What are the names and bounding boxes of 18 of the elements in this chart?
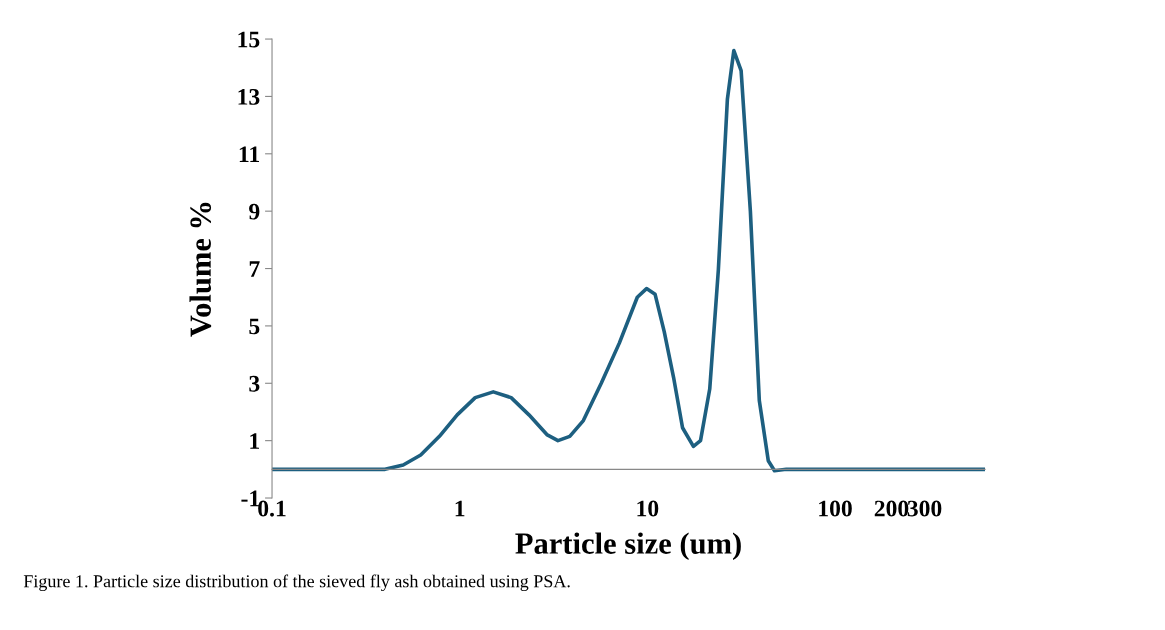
y-tick-label: 13 (238, 88, 260, 105)
y-tick-label: 11 (239, 146, 259, 162)
x-tick-label: 1 (455, 500, 465, 517)
x-axis-title: Particle size (um) (515, 532, 741, 561)
x-tick-label: 200 (874, 500, 909, 517)
y-tick-label: 5 (249, 318, 260, 335)
x-tick-label: 300 (907, 500, 942, 517)
y-tick-label: 7 (249, 261, 260, 277)
x-tick-label: 100 (819, 500, 852, 517)
y-tick-label: 3 (249, 375, 260, 392)
y-axis-title: Volume % (189, 202, 212, 337)
y-tick-label: 15 (238, 31, 260, 48)
y-tick-label: 9 (249, 203, 260, 220)
y-tick-label: -1 (241, 490, 259, 507)
x-tick-label: 10 (637, 500, 659, 517)
y-tick-label: 1 (250, 433, 259, 449)
caption: Figure 1. Particle size distribution of the sieved fly ash obtained using PSA. (23, 574, 570, 592)
x-tick-label: 0.1 (258, 500, 286, 517)
